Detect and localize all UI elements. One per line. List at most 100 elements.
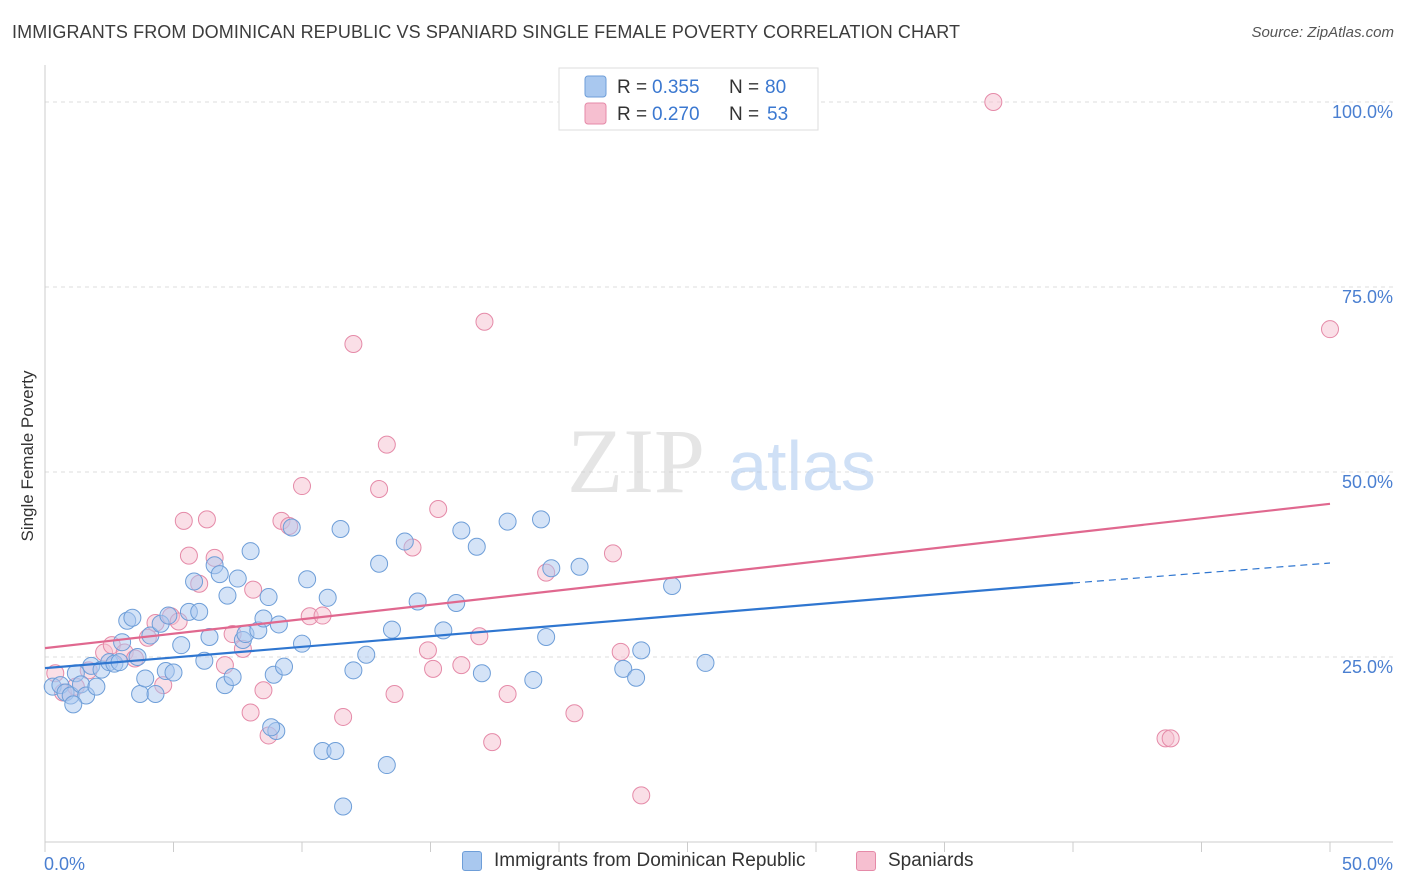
spaniard-point <box>244 580 263 599</box>
spaniard-point <box>603 544 622 563</box>
dominican-point <box>326 741 345 760</box>
spaniard-point <box>611 642 630 661</box>
legend-n-value: 53 <box>767 104 788 125</box>
legend-r-label: R = <box>617 104 647 125</box>
legend-bottom-label: Immigrants from Dominican Republic <box>494 850 806 871</box>
dominican-point <box>64 695 83 714</box>
spaniard-point <box>1321 320 1339 339</box>
spaniard-point <box>565 704 584 723</box>
dominican-point <box>344 661 363 680</box>
dominican-point <box>696 653 715 672</box>
spaniard-point <box>179 546 198 565</box>
axes <box>44 65 1393 852</box>
spaniard-point <box>984 93 1003 111</box>
dominican-point <box>200 628 219 647</box>
source-credit: Source: ZipAtlas.com <box>1251 24 1394 41</box>
x-tick-label: 0.0% <box>44 854 85 874</box>
x-tick-label: 50.0% <box>1342 854 1393 874</box>
dominican-point <box>614 659 633 678</box>
trend-line-dominican-extension <box>1072 562 1331 584</box>
dominican-point <box>190 602 209 621</box>
spaniard-point <box>385 685 404 703</box>
tick-labels: 25.0% 50.0% 75.0% 100.0% 0.0% 50.0% <box>44 102 1393 874</box>
dominican-point <box>275 657 294 676</box>
watermark: ZIP atlas <box>567 410 876 512</box>
legend-swatch-blue <box>584 75 607 98</box>
legend-swatch-pink <box>856 851 876 871</box>
legend-n-label: N = <box>729 77 759 98</box>
legend-r-value: 0.355 <box>652 77 700 98</box>
spaniard-point <box>241 703 260 722</box>
dominican-point <box>377 756 396 775</box>
dominican-point <box>159 606 178 625</box>
spaniard-point <box>452 656 471 675</box>
spaniard-point <box>418 641 437 660</box>
dominican-point <box>241 542 260 561</box>
dominican-point <box>164 663 183 682</box>
spaniard-point <box>254 681 273 700</box>
legend-n-value: 80 <box>765 77 786 98</box>
dominican-point <box>128 648 147 666</box>
y-tick-label: 75.0% <box>1342 287 1393 307</box>
dominican-point <box>146 685 165 703</box>
y-tick-label: 100.0% <box>1332 102 1393 122</box>
watermark-zip: ZIP <box>567 410 705 512</box>
dominican-point <box>382 620 401 639</box>
dominican-point <box>370 554 389 573</box>
spaniard-point <box>424 659 443 678</box>
dominican-point <box>210 565 229 584</box>
legend-swatch-blue <box>462 851 482 871</box>
spaniard-point <box>344 334 363 353</box>
legend-bottom: Immigrants from Dominican Republic Spani… <box>0 850 1406 880</box>
dominican-point <box>570 557 589 576</box>
legend-swatch-pink <box>584 102 607 125</box>
dominican-point <box>136 669 155 688</box>
dominican-point <box>87 677 106 696</box>
dominican-point <box>269 615 288 634</box>
dominican-point <box>498 512 517 531</box>
legend-top-row-blue: R = 0.355 N = 80 <box>584 75 786 98</box>
legend-bottom-label: Spaniards <box>888 850 974 871</box>
legend-top: R = 0.355 N = 80 R = 0.270 N = 53 <box>558 67 819 131</box>
spaniard-point <box>429 500 448 518</box>
spaniard-point <box>498 685 517 703</box>
trend-lines <box>44 502 1331 670</box>
y-tick-label: 50.0% <box>1342 472 1393 492</box>
dominican-point <box>282 518 301 537</box>
dominican-point <box>218 586 237 605</box>
dominican-point <box>123 608 142 627</box>
dominican-point <box>537 628 556 647</box>
spaniard-point <box>1161 729 1180 748</box>
spaniard-point <box>632 786 651 805</box>
dominican-point <box>524 670 543 689</box>
spaniard-point <box>377 435 396 454</box>
watermark-atlas: atlas <box>728 427 876 505</box>
dominican-point <box>318 588 337 607</box>
dominican-point <box>228 569 247 588</box>
dominican-point <box>467 537 486 556</box>
legend-bottom-item-dominican[interactable]: Immigrants from Dominican Republic <box>462 850 806 872</box>
dominican-point <box>331 519 350 538</box>
dominican-point <box>293 634 311 653</box>
spaniard-point <box>174 511 193 530</box>
dominican-point <box>632 641 651 660</box>
legend-r-value: 0.270 <box>652 104 700 125</box>
spaniard-point <box>483 733 502 752</box>
y-tick-label: 25.0% <box>1342 657 1393 677</box>
dominican-point <box>452 521 471 540</box>
spaniard-point <box>197 510 216 529</box>
dominican-point <box>223 667 242 686</box>
spaniard-point <box>470 627 489 646</box>
dominican-point <box>532 510 551 529</box>
legend-bottom-item-spaniards[interactable]: Spaniards <box>856 850 974 872</box>
dominican-point <box>627 668 646 687</box>
series-dominican-points <box>43 510 715 816</box>
dominican-point <box>663 576 682 595</box>
dominican-point <box>262 718 281 737</box>
dominican-point <box>131 685 150 703</box>
dominican-point <box>542 559 561 578</box>
dominican-point <box>185 572 204 591</box>
spaniard-point <box>370 480 389 499</box>
legend-n-label: N = <box>729 104 759 125</box>
